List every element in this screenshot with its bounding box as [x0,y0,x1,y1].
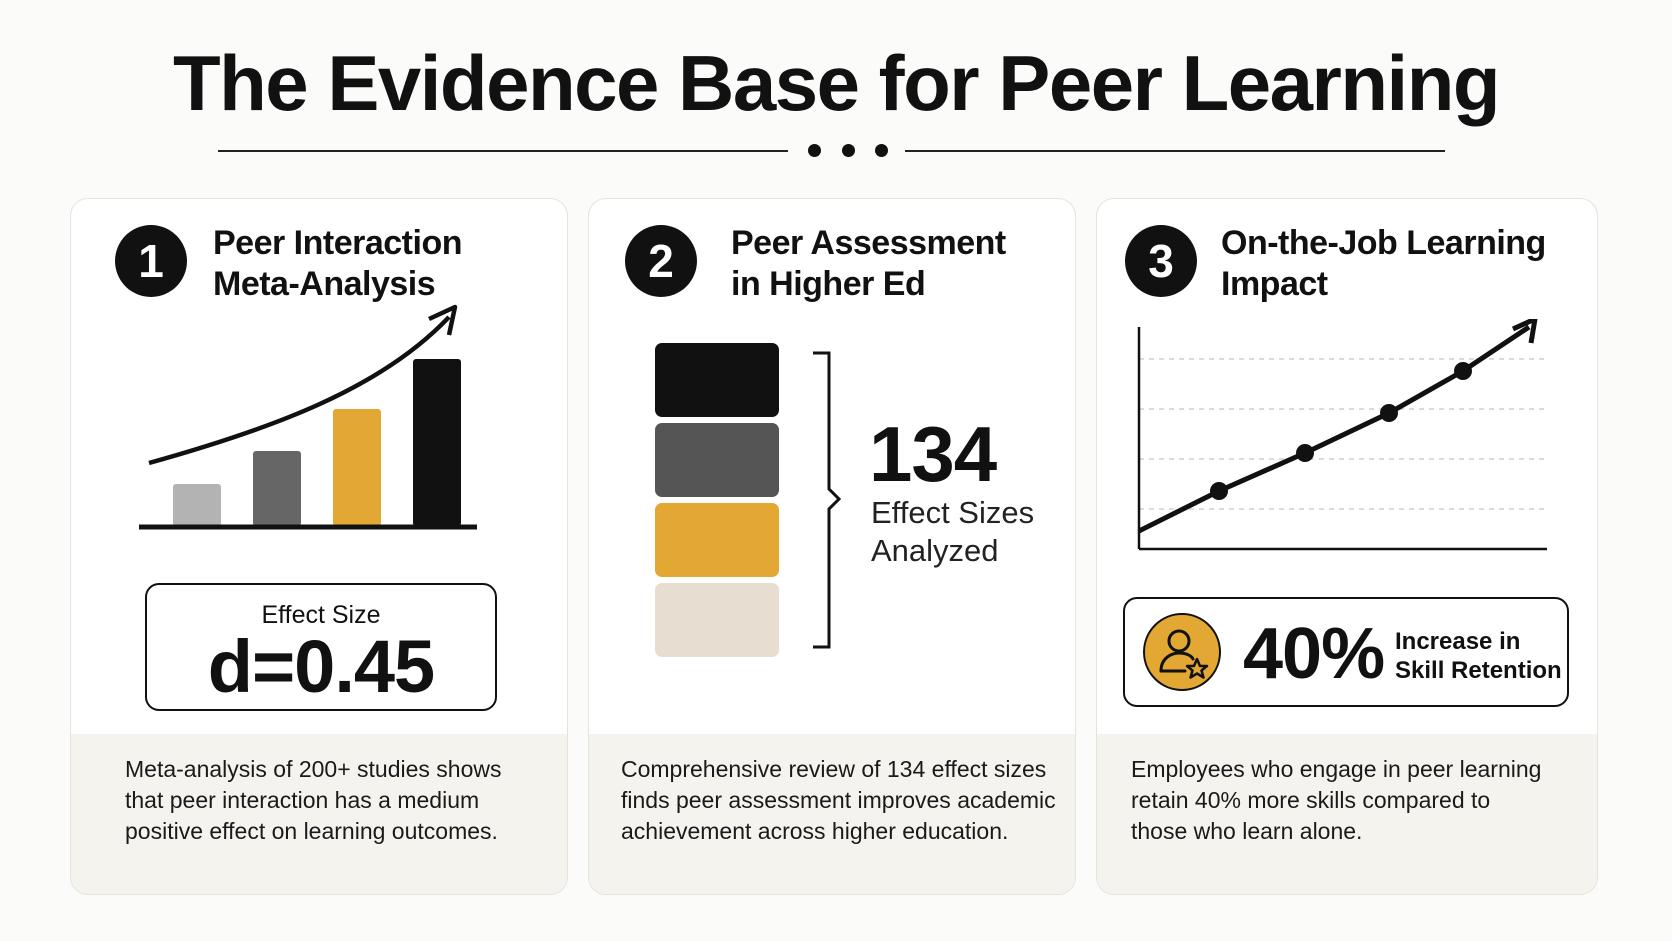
person-star-icon [1143,613,1221,691]
divider-left [218,150,788,152]
description-line: finds peer assessment improves academic [621,787,1056,813]
description-line: achievement across higher education. [621,818,1009,844]
stat-label-line: Effect Sizes [871,495,1035,530]
description-line: Employees who engage in peer learning [1131,756,1542,782]
effect-size-box: Effect Size d=0.45 [145,583,497,711]
card-title-line: On-the-Job Learning [1221,224,1546,262]
card-title-line: Impact [1221,265,1328,303]
effect-sizes-label: Effect Sizes Analyzed [871,494,1034,570]
page-title: The Evidence Base for Peer Learning [173,39,1500,127]
stat-label-line: Increase in [1395,628,1521,655]
stack-block-gray [655,423,779,497]
stack-block-gold [655,503,779,577]
rising-bar-chart-icon [139,304,477,530]
description-line: Comprehensive review of 134 effect sizes [621,756,1047,782]
description-line: retain 40% more skills compared to [1131,787,1491,813]
effect-size-value: d=0.45 [207,625,435,708]
stack-block-black [655,343,779,417]
skill-retention-box: 40% Increase in Skill Retention [1123,597,1569,707]
card-peer-assessment: 2 Peer Assessment in Higher Ed 134 Effec… [588,198,1076,895]
stat-label-line: Skill Retention [1395,657,1562,684]
card-description: Employees who engage in peer learning re… [1131,754,1581,847]
step-number-badge: 3 [1125,225,1197,297]
skill-retention-label: Increase in Skill Retention [1395,627,1562,685]
card-title: On-the-Job Learning Impact [1221,223,1591,305]
divider-right [905,150,1445,152]
skill-retention-value: 40% [1243,614,1385,694]
card-description: Comprehensive review of 134 effect sizes… [621,754,1061,847]
card-peer-interaction: 1 Peer Interaction Meta-Analysis Effect … [70,198,568,895]
card-title-line: Peer Assessment [731,224,1006,262]
card-title-line: in Higher Ed [731,265,926,303]
step-number-badge: 2 [625,225,697,297]
card-title: Peer Interaction Meta-Analysis [213,223,553,305]
card-description-panel: Meta-analysis of 200+ studies shows that… [71,734,567,894]
description-line: Meta-analysis of 200+ studies shows [125,756,502,782]
card-on-the-job: 3 On-the-Job Learning Impact 40% Increas… [1096,198,1598,895]
card-title: Peer Assessment in Higher Ed [731,223,1071,305]
description-line: positive effect on learning outcomes. [125,818,498,844]
effect-sizes-count: 134 [869,410,997,498]
effect-size-label: Effect Size [261,601,381,629]
stack-block-beige [655,583,779,657]
stat-label-line: Analyzed [871,533,999,568]
card-title-line: Peer Interaction [213,224,462,262]
card-description: Meta-analysis of 200+ studies shows that… [125,754,535,847]
description-line: that peer interaction has a medium [125,787,480,813]
card-description-panel: Employees who engage in peer learning re… [1097,734,1597,894]
brace-icon [813,351,842,649]
rising-line-chart-icon [1137,319,1547,551]
step-number-badge: 1 [115,225,187,297]
card-title-line: Meta-Analysis [213,265,436,303]
card-description-panel: Comprehensive review of 134 effect sizes… [589,734,1075,894]
divider-dots [808,144,888,158]
description-line: those who learn alone. [1131,818,1363,844]
